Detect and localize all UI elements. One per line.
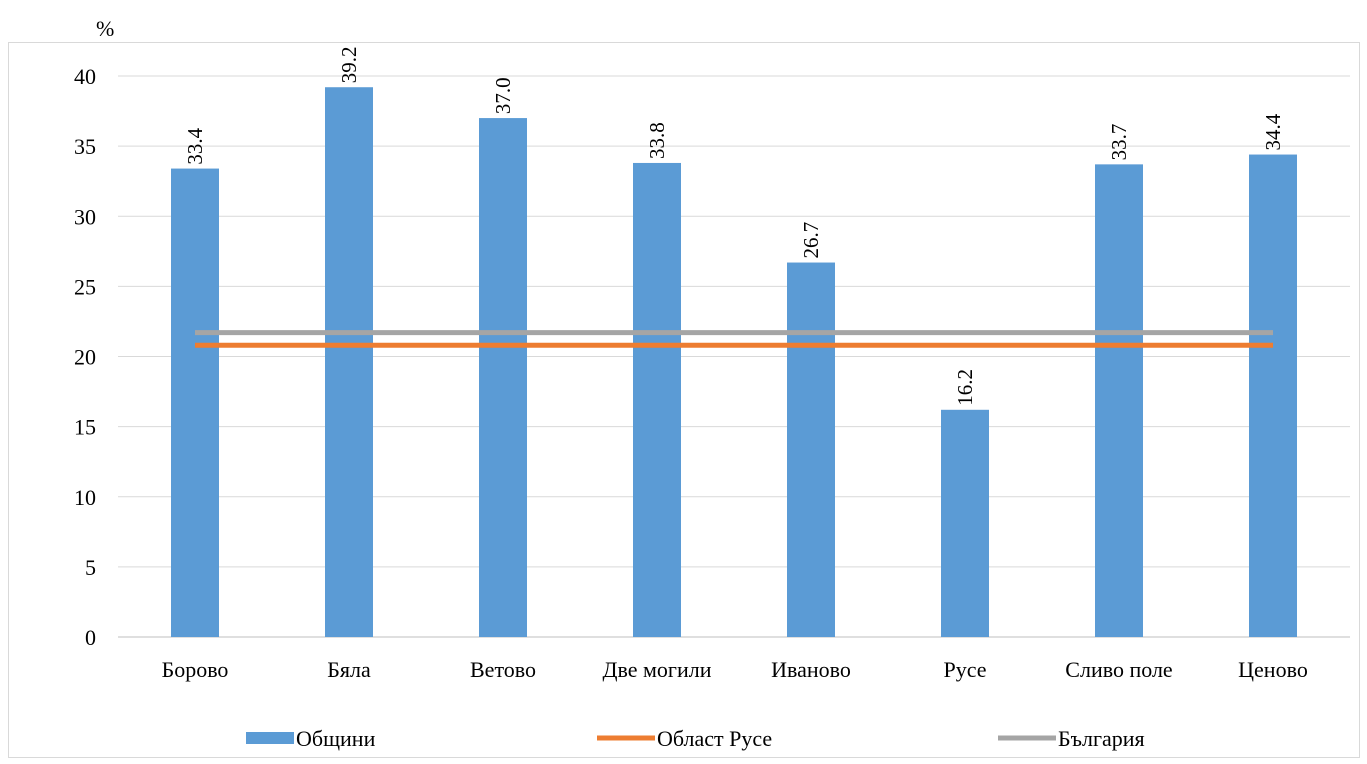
data-label: 33.8 [645,122,669,159]
legend-label: Област Русе [657,726,772,751]
y-tick-label: 10 [74,485,96,510]
data-label: 37.0 [491,77,515,114]
bar-series [171,87,1297,638]
reference-lines [195,330,1273,348]
bar [1249,154,1297,638]
x-tick-label: Русе [943,657,986,682]
y-tick-label: 20 [74,345,96,370]
y-axis-label: % [96,16,114,41]
legend: Общини Област Русе България [246,726,1145,751]
bar [479,118,527,637]
bar [633,162,681,637]
x-tick-label: Ценово [1238,657,1308,682]
bar [787,262,835,637]
legend-swatch [246,732,294,744]
x-tick-label: Иваново [771,657,851,682]
y-tick-label: 15 [74,415,96,440]
data-label: 16.2 [953,369,977,406]
y-axis-ticks: 0 5 10 15 20 25 30 35 40 [74,64,96,650]
data-label: 26.7 [799,222,823,259]
x-tick-label: Две могили [602,657,711,682]
x-axis-ticks: Борово Бяла Ветово Две могили Иваново Русе Сли… [162,657,1308,682]
y-tick-label: 30 [74,204,96,229]
y-tick-label: 35 [74,134,96,159]
y-tick-label: 0 [85,625,96,650]
x-tick-label: Борово [162,657,229,682]
data-label: 34.4 [1261,113,1285,150]
data-label: 39.2 [337,46,361,83]
y-tick-label: 40 [74,64,96,89]
x-tick-label: Ветово [470,657,536,682]
data-label: 33.4 [183,127,207,164]
bar [325,87,373,638]
y-tick-label: 5 [85,555,96,580]
data-labels: 33.4 39.2 37.0 33.8 26.7 16.2 33.7 34.4 [183,46,1285,405]
x-tick-label: Сливо поле [1065,657,1172,682]
chart-frame [8,42,1360,758]
grid-lines [118,75,1350,638]
legend-label: Общини [296,726,376,751]
data-label: 33.7 [1107,124,1131,161]
legend-label: България [1058,726,1145,751]
bar [941,409,989,637]
x-tick-label: Бяла [327,657,371,682]
bar [1095,164,1143,638]
y-tick-label: 25 [74,274,96,299]
bar [171,168,219,637]
